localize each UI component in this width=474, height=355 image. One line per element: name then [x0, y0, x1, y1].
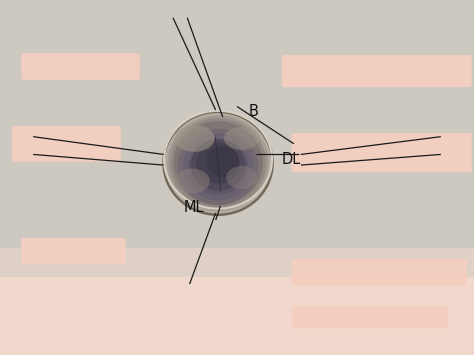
Ellipse shape — [164, 112, 273, 215]
Text: ML: ML — [184, 200, 205, 215]
Ellipse shape — [174, 169, 210, 193]
FancyBboxPatch shape — [292, 305, 448, 328]
FancyBboxPatch shape — [12, 126, 121, 162]
Ellipse shape — [165, 113, 271, 213]
Text: B: B — [249, 104, 258, 119]
FancyBboxPatch shape — [282, 55, 472, 87]
FancyBboxPatch shape — [21, 238, 126, 264]
Text: DL: DL — [282, 152, 301, 167]
Ellipse shape — [164, 112, 273, 215]
Ellipse shape — [178, 129, 258, 205]
Ellipse shape — [170, 118, 266, 209]
Ellipse shape — [188, 138, 248, 195]
Ellipse shape — [206, 146, 239, 177]
FancyBboxPatch shape — [292, 259, 467, 286]
Ellipse shape — [196, 143, 240, 184]
FancyBboxPatch shape — [292, 133, 472, 172]
Ellipse shape — [174, 125, 214, 152]
Ellipse shape — [173, 121, 263, 206]
Ellipse shape — [167, 115, 269, 211]
Ellipse shape — [182, 133, 254, 200]
Ellipse shape — [191, 139, 246, 191]
Ellipse shape — [227, 166, 257, 189]
FancyBboxPatch shape — [21, 53, 140, 80]
Bar — [0, 277, 474, 355]
Bar — [0, 248, 474, 277]
Ellipse shape — [224, 127, 259, 150]
